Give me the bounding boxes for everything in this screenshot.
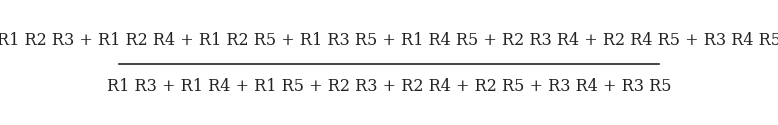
- Text: R1 R3 + R1 R4 + R1 R5 + R2 R3 + R2 R4 + R2 R5 + R3 R4 + R3 R5: R1 R3 + R1 R4 + R1 R5 + R2 R3 + R2 R4 + …: [107, 78, 671, 96]
- Text: R1 R2 R3 + R1 R2 R4 + R1 R2 R5 + R1 R3 R5 + R1 R4 R5 + R2 R3 R4 + R2 R4 R5 + R3 : R1 R2 R3 + R1 R2 R4 + R1 R2 R5 + R1 R3 R…: [0, 32, 778, 49]
